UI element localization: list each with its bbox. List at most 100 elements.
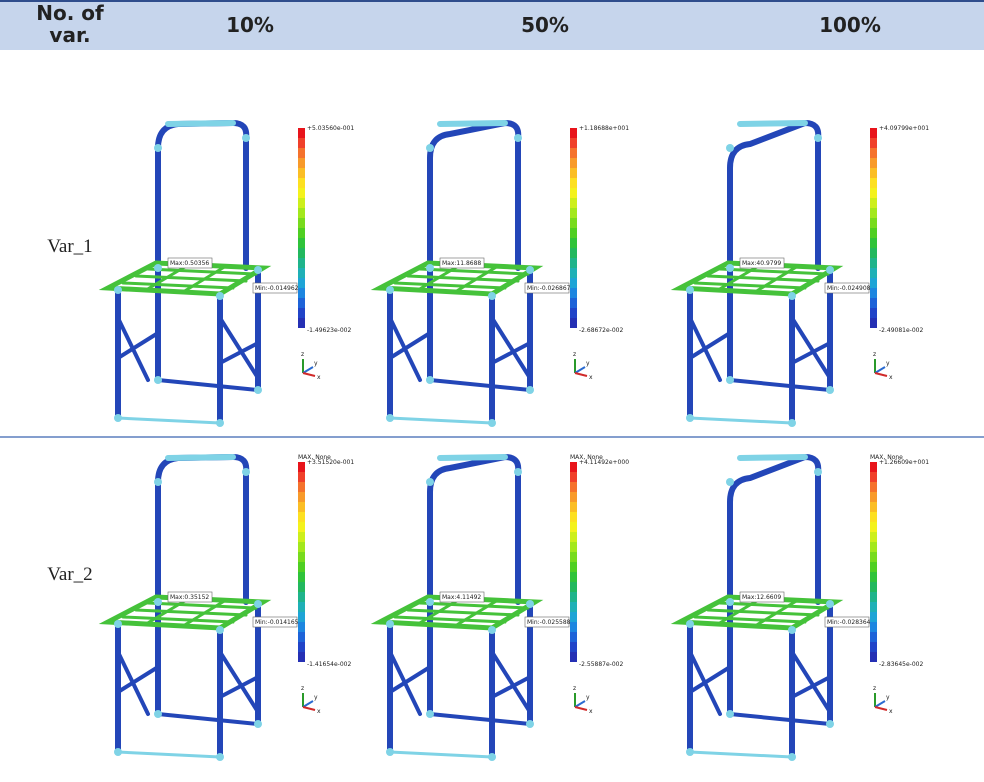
legend-band (298, 622, 305, 632)
legend-band (298, 248, 305, 258)
legend-band (298, 472, 305, 482)
joint (686, 748, 694, 756)
joint (426, 144, 434, 152)
joint (814, 468, 822, 476)
legend-band (870, 562, 877, 572)
frame-member (218, 650, 260, 714)
legend-band (298, 552, 305, 562)
label-box (739, 257, 785, 269)
frame-member (727, 119, 822, 271)
label-box (439, 257, 485, 269)
legend-band (870, 572, 877, 582)
frame-member (155, 119, 250, 271)
frame-member (737, 454, 808, 461)
legend-band (570, 472, 577, 482)
joint (154, 710, 162, 718)
legend-band (570, 158, 577, 168)
legend-band (870, 552, 877, 562)
legend-band (570, 178, 577, 188)
legend-band (870, 258, 877, 268)
frame-member (156, 712, 260, 726)
legend-band (298, 632, 305, 642)
legend-band (298, 128, 305, 138)
joint (114, 748, 122, 756)
joint (114, 414, 122, 422)
frame-member (416, 263, 500, 294)
frame-member (490, 316, 532, 380)
axis-x (574, 706, 588, 711)
legend-band (870, 198, 877, 208)
row-label: Var_2 (47, 564, 92, 585)
joint (216, 626, 224, 634)
joint (114, 286, 122, 294)
legend-band (298, 168, 305, 178)
annotation: Max:12.6609 (742, 594, 781, 601)
annotation: Min:-0.0141654 (255, 619, 302, 626)
legend-band (870, 268, 877, 278)
joint (788, 753, 796, 761)
axis-label: z (573, 685, 576, 692)
axis-label: z (301, 685, 304, 692)
legend-band (570, 148, 577, 158)
legend-band (570, 198, 577, 208)
legend-title: MAX, None (870, 454, 903, 461)
annotation: Max:11.8688 (442, 260, 481, 267)
frame-member (693, 601, 830, 624)
legend-band (298, 512, 305, 522)
legend-band (870, 228, 877, 238)
axis-label: z (573, 351, 576, 358)
frame-member (144, 597, 228, 628)
frame-member (121, 267, 258, 290)
frame-member (728, 712, 832, 726)
frame-member (393, 267, 530, 290)
legend-band (298, 642, 305, 652)
frame-member (388, 650, 422, 716)
legend-band (570, 248, 577, 258)
frame-member (116, 750, 222, 759)
row-label: Var_1 (47, 236, 92, 257)
legend-band (570, 492, 577, 502)
frame-member (688, 416, 794, 425)
label-box (739, 591, 785, 603)
frame-member (218, 341, 260, 365)
legend-band (298, 148, 305, 158)
axis-y (874, 366, 886, 374)
fea-result: Max:11.8688 Min:-0.0268672 +1.18688e+001 -2… (370, 119, 629, 427)
annotation: Min:-0.0268672 (527, 285, 574, 292)
joint (488, 292, 496, 300)
axis-x (302, 372, 316, 377)
frame-member (165, 454, 236, 461)
joint (726, 710, 734, 718)
legend-band (570, 482, 577, 492)
joint (788, 292, 796, 300)
legend-band (570, 168, 577, 178)
axis-y (302, 366, 314, 374)
legend-band (870, 522, 877, 532)
header-bg (0, 0, 984, 50)
axis-label: x (889, 708, 893, 715)
legend-band (870, 318, 877, 328)
header-cell: 50% (521, 13, 569, 37)
axis-y (574, 366, 586, 374)
joint (216, 292, 224, 300)
header-text: No. of (36, 1, 104, 25)
joint (426, 376, 434, 384)
legend-band (298, 482, 305, 492)
frame-member (156, 378, 260, 392)
axis-label: x (589, 374, 593, 381)
axis-y (874, 700, 886, 708)
legend-top: +4.11492e+000 (579, 459, 629, 466)
legend-band (870, 168, 877, 178)
joint (154, 144, 162, 152)
legend-band (298, 462, 305, 472)
legend-band (298, 612, 305, 622)
label-box (167, 257, 213, 269)
legend-band (570, 208, 577, 218)
legend-band (870, 138, 877, 148)
axis-label: z (301, 351, 304, 358)
legend-band (570, 278, 577, 288)
legend-band (298, 502, 305, 512)
joint (726, 144, 734, 152)
legend-title: MAX, None (570, 454, 603, 461)
legend-band (298, 288, 305, 298)
